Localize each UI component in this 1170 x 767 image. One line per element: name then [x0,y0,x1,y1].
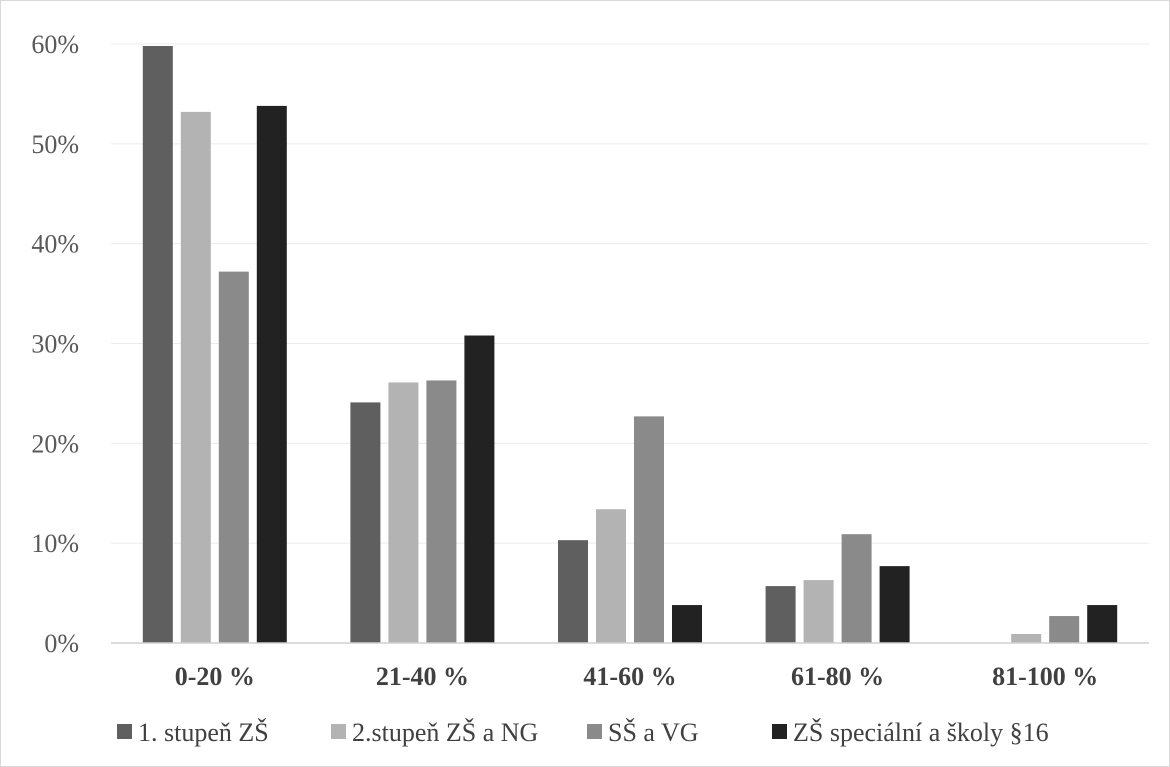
legend-label: SŠ a VG [608,718,699,747]
bar [803,580,834,643]
bar [426,380,457,643]
y-tick-label: 40% [31,230,79,259]
bar [180,111,211,644]
x-category-label: 41-60 % [583,662,676,691]
y-axis-tick-labels: 0% 10% 20% 30% 40% 50% 60% [31,30,79,658]
bar [218,271,249,643]
y-tick-label: 20% [31,429,79,458]
bar [256,105,287,643]
bar [672,605,702,643]
bar [142,45,173,644]
legend-label: 1. stupeň ZŠ [138,718,269,747]
bar [558,540,588,643]
x-category-label: 81-100 % [992,662,1098,691]
bar [1011,634,1042,643]
y-tick-label: 0% [44,629,79,658]
y-tick-label: 50% [31,130,79,159]
bar [841,534,872,643]
y-tick-label: 60% [31,30,79,59]
legend: 1. stupeň ZŠ 2.stupeň ZŠ a NG SŠ a VG ZŠ sp… [117,718,1049,747]
y-tick-label: 30% [31,330,79,359]
bar [765,586,796,643]
bar [1049,616,1080,643]
legend-swatch [117,724,132,739]
bar [350,402,381,643]
bar [388,382,419,643]
legend-label: ZŠ speciální a školy §16 [793,718,1049,747]
bar [634,416,664,643]
x-axis-category-labels: 0-20 % 21-40 % 41-60 % 61-80 % 81-100 % [175,662,1099,691]
bar [879,566,910,643]
y-tick-label: 10% [31,529,79,558]
legend-swatch [772,724,787,739]
legend-swatch [331,724,346,739]
bar [596,509,626,643]
x-category-label: 61-80 % [791,662,884,691]
bars [142,45,1118,644]
bar [1087,605,1118,643]
legend-label: 2.stupeň ZŠ a NG [352,718,538,747]
bar [464,335,495,643]
x-category-label: 21-40 % [376,662,469,691]
legend-swatch [587,724,602,739]
x-category-label: 0-20 % [175,662,255,691]
